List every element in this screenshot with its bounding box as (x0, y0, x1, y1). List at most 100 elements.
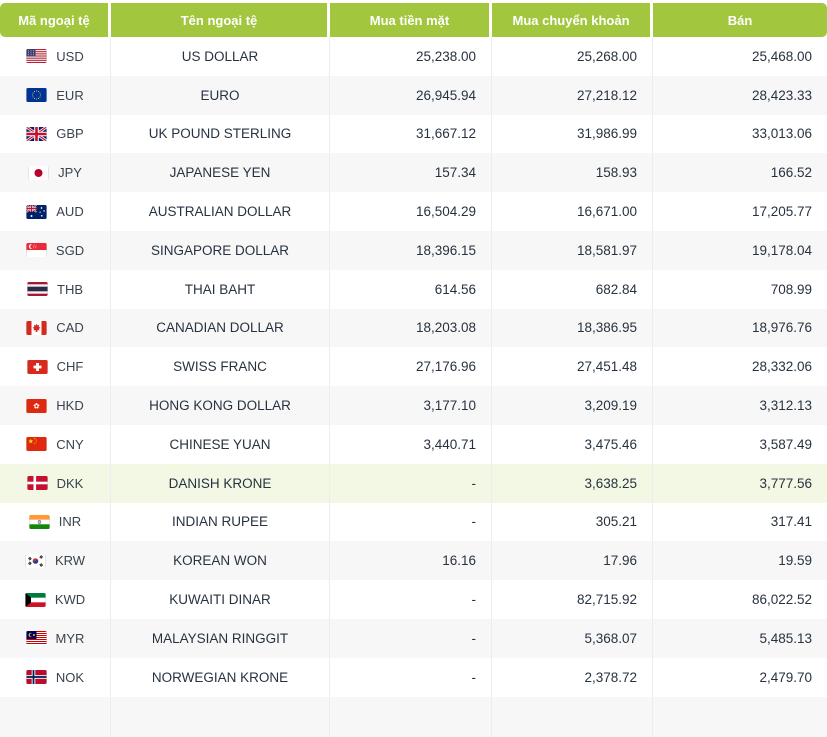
buy-transfer-cell: 27,451.48 (492, 347, 653, 387)
currency-code-cell: CAD (0, 308, 111, 348)
currency-code-cell: AUD (0, 192, 111, 231)
buy-cash-cell: 157.34 (330, 153, 492, 193)
buy-transfer-cell: 31,986.99 (492, 114, 653, 154)
currency-name-cell: AUSTRALIAN DOLLAR (111, 192, 330, 231)
currency-code-cell: KWD (0, 580, 111, 619)
currency-code-cell: CNY (0, 424, 111, 464)
buy-transfer-cell: 18,581.97 (492, 230, 653, 270)
buy-cash-cell: 27,176.96 (330, 347, 492, 387)
sell-cell: 18,976.76 (751, 320, 812, 336)
cad-canada-flag-icon (26, 320, 47, 335)
thb-thailand-flag-icon (27, 282, 48, 297)
table-row-cny[interactable]: CNY CHINESE YUAN 3,440.71 3,475.46 3,587.49 (0, 424, 827, 464)
gbp-uk-flag-icon (26, 126, 48, 141)
partial-next-row (0, 696, 827, 737)
table-row-nok[interactable]: NOK NORWEGIAN KRONE -2,378.72 2,479.70 (0, 657, 827, 697)
inr-india-flag-icon (29, 514, 50, 529)
table-row-sgd[interactable]: SGD SINGAPORE DOLLAR 18,396.15 18,581.97 19,… (0, 230, 827, 270)
table-row-inr[interactable]: INR INDIAN RUPEE -305.21 317.41 (0, 502, 827, 542)
buy-cash-cell: 26,945.94 (330, 75, 492, 115)
table-row-cad[interactable]: CAD CANADIAN DOLLAR 18,203.08 18,386.95 18,9… (0, 308, 827, 348)
currency-code-label: CNY (56, 436, 84, 452)
buy-cash-cell: - (330, 618, 492, 658)
buy-cash-cell: - (330, 502, 492, 542)
chf-switzerland-flag-icon (27, 359, 48, 374)
sell-cell: 3,777.56 (759, 475, 812, 491)
buy-transfer-cell: 158.93 (492, 153, 653, 193)
column-header-name: Tên ngoại tệ (111, 3, 330, 37)
sell-cell: 708.99 (770, 281, 812, 297)
currency-name-cell: INDIAN RUPEE (111, 502, 330, 542)
currency-code-cell: DKK (0, 463, 111, 503)
table-row-dkk[interactable]: DKK DANISH KRONE -3,638.25 3,777.56 (0, 463, 827, 503)
sell-cell: 28,423.33 (751, 87, 812, 103)
sell-cell: 17,205.77 (751, 204, 812, 220)
dkk-denmark-flag-icon (27, 476, 48, 491)
currency-code-label: USD (56, 48, 84, 64)
kwd-kuwait-flag-icon (25, 592, 46, 607)
table-row-kwd[interactable]: KWD KUWAITI DINAR -82,715.92 86,022.52 (0, 580, 827, 619)
buy-transfer-cell: 16,671.00 (492, 192, 653, 231)
buy-transfer-cell: 305.21 (492, 502, 653, 542)
cny-china-flag-icon (26, 437, 47, 452)
currency-code-label: DKK (56, 475, 84, 491)
table-row-krw[interactable]: KRW KOREAN WON 16.16 17.96 19.59 (0, 541, 827, 581)
currency-name-cell: CHINESE YUAN (111, 424, 330, 464)
currency-name-cell: SINGAPORE DOLLAR (111, 230, 330, 270)
currency-name-cell: THAI BAHT (111, 269, 330, 309)
currency-code-label: KRW (54, 553, 86, 569)
aud-australia-flag-icon (26, 204, 47, 219)
currency-code-cell: SGD (0, 230, 111, 270)
buy-transfer-cell: 82,715.92 (492, 580, 653, 619)
buy-transfer-cell: 17.96 (492, 541, 653, 581)
table-row-usd[interactable]: USD US DOLLAR 25,238.00 25,268.00 25,468.00 (0, 37, 827, 76)
currency-code-label: CHF (56, 359, 84, 375)
currency-code-cell: EUR (0, 75, 111, 115)
column-header-sell: Bán (653, 3, 827, 37)
table-row-thb[interactable]: THB THAI BAHT 614.56 682.84 708.99 (0, 269, 827, 309)
table-row-chf[interactable]: CHF SWISS FRANC 27,176.96 27,451.48 28,332.0… (0, 347, 827, 387)
currency-name-cell: US DOLLAR (111, 37, 330, 76)
buy-cash-cell: - (330, 463, 492, 503)
sell-cell: 33,013.06 (751, 126, 812, 142)
currency-code-cell: THB (0, 269, 111, 309)
table-row-gbp[interactable]: GBP UK POUND STERLING 31,667.12 31,986.99 33… (0, 114, 827, 154)
buy-transfer-cell: 3,475.46 (492, 424, 653, 464)
buy-transfer-cell: 2,378.72 (492, 657, 653, 697)
sell-cell: 5,485.13 (759, 630, 812, 646)
table-row-hkd[interactable]: HKD HONG KONG DOLLAR 3,177.10 3,209.19 3,312… (0, 386, 827, 425)
buy-transfer-cell: 3,638.25 (492, 463, 653, 503)
table-row-myr[interactable]: MYR MALAYSIAN RINGGIT -5,368.07 5,485.13 (0, 618, 827, 658)
currency-code-cell: USD (0, 37, 111, 76)
buy-cash-cell: 18,203.08 (330, 308, 492, 348)
table-header-row: Mã ngoại tệ Tên ngoại tệ Mua tiền mặt Mu… (0, 3, 827, 37)
table-row-aud[interactable]: AUD AUSTRALIAN DOLLAR 16,504.29 16,671.00 17… (0, 192, 827, 231)
krw-korea-flag-icon (25, 553, 46, 568)
currency-name-cell: MALAYSIAN RINGGIT (111, 618, 330, 658)
currency-code-label: CAD (56, 320, 84, 336)
buy-transfer-cell: 3,209.19 (492, 386, 653, 425)
buy-cash-cell: - (330, 657, 492, 697)
sell-cell: 25,468.00 (751, 48, 812, 64)
currency-name-cell: CANADIAN DOLLAR (111, 308, 330, 348)
nok-norway-flag-icon (26, 670, 47, 685)
column-header-buy-cash: Mua tiền mặt (330, 3, 492, 37)
currency-code-cell: CHF (0, 347, 111, 387)
buy-cash-cell: 16.16 (330, 541, 492, 581)
currency-code-cell: INR (0, 502, 111, 542)
sell-cell: 86,022.52 (751, 592, 812, 608)
buy-cash-cell: 614.56 (330, 269, 492, 309)
table-row-jpy[interactable]: JPY JAPANESE YEN 157.34 158.93 166.52 (0, 153, 827, 193)
sell-cell: 166.52 (770, 165, 812, 181)
sell-cell: 2,479.70 (759, 669, 812, 685)
sell-cell: 3,312.13 (759, 398, 812, 414)
currency-code-cell: MYR (0, 618, 111, 658)
currency-name-cell: UK POUND STERLING (111, 114, 330, 154)
table-row-eur[interactable]: EUR EURO 26,945.94 27,218.12 28,423.33 (0, 75, 827, 115)
myr-malaysia-flag-icon (26, 631, 47, 646)
sell-cell: 19,178.04 (751, 242, 812, 258)
buy-transfer-cell: 25,268.00 (492, 37, 653, 76)
eur-eu-flag-icon (26, 88, 47, 103)
sell-cell: 317.41 (770, 514, 812, 530)
hkd-hongkong-flag-icon (26, 398, 47, 413)
